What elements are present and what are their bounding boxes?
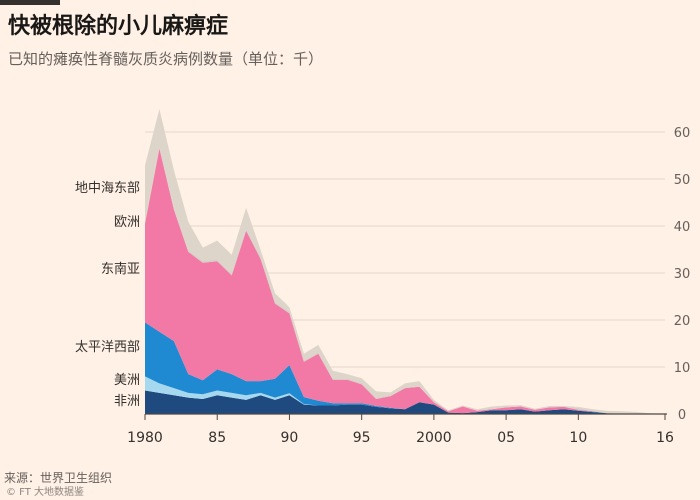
x-tick-label-1995: 95 xyxy=(353,430,371,446)
x-tick-label-1980: 1980 xyxy=(127,430,163,446)
y-tick-label-50: 50 xyxy=(674,173,691,188)
y-tick-label-40: 40 xyxy=(674,220,691,235)
x-tick-label-2010: 10 xyxy=(569,430,587,446)
area-series-3 xyxy=(145,148,665,414)
y-tick-label-30: 30 xyxy=(674,267,691,282)
chart-title: 快被根除的小儿麻痹症 xyxy=(8,14,229,39)
area-series-2 xyxy=(145,322,665,414)
legend-label-3: 东南亚 xyxy=(101,261,140,277)
y-tick-label-20: 20 xyxy=(674,314,691,329)
x-tick-label-1985: 85 xyxy=(208,430,226,446)
source-note: 来源：世界卫生组织 xyxy=(4,471,113,485)
legend-label-5: 地中海东部 xyxy=(75,181,140,196)
legend-label-2: 太平洋西部 xyxy=(75,340,140,355)
x-tick-label-2000: 2000 xyxy=(416,430,452,446)
chart-subtitle: 已知的瘫痪性脊髓灰质炎病例数量（单位：千） xyxy=(8,50,324,68)
area-series-0 xyxy=(145,390,665,414)
x-tick-label-2005: 05 xyxy=(497,430,515,446)
legend-label-4: 欧洲 xyxy=(114,215,140,230)
x-tick-label-1990: 90 xyxy=(281,430,299,446)
y-tick-label-10: 10 xyxy=(674,361,691,376)
area-series-1 xyxy=(145,376,665,414)
legend-label-1: 美洲 xyxy=(114,373,140,388)
watermark: © FT 大地数据鉴 xyxy=(6,487,85,498)
y-tick-label-60: 60 xyxy=(674,126,691,141)
x-tick-label-2016: 16 xyxy=(656,430,674,446)
legend-label-0: 非洲 xyxy=(114,394,140,409)
y-tick-label-0: 0 xyxy=(678,408,686,423)
brand-top-bar xyxy=(0,0,60,5)
